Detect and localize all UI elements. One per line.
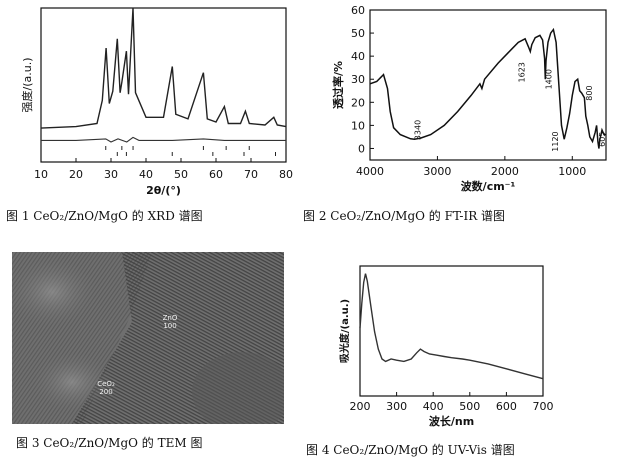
uvvis-plot-frame — [359, 265, 544, 397]
ftir-peak-annotation: 1120 — [551, 131, 560, 151]
ftir-y-tick-label: 20 — [351, 96, 365, 109]
uvvis-chart: 200 300 400 500 600 700 波长/nm 吸光度/(a.u.) — [318, 258, 618, 438]
ftir-peak-annotation: 1400 — [544, 69, 553, 89]
ftir-peak-annotation: 1623 — [517, 62, 526, 82]
ftir-x-axis-label: 波数/cm⁻¹ — [461, 179, 516, 193]
uvvis-x-tick-label: 400 — [423, 400, 444, 413]
tem-label-zno-plane: 100 — [163, 322, 177, 330]
ftir-x-tick-label: 4000 — [356, 165, 384, 178]
xrd-x-tick-label: 40 — [139, 168, 153, 181]
xrd-x-tick-label: 10 — [34, 168, 48, 181]
xrd-chart: 10 20 30 40 50 60 70 80 2θ/(°) 强度/(a.u.) — [6, 0, 298, 200]
uvvis-plot: 200 300 400 500 600 700 波长/nm 吸光度/(a.u.) — [338, 265, 554, 428]
uvvis-x-tick-label: 700 — [533, 400, 554, 413]
uvvis-x-tick-label: 300 — [386, 400, 407, 413]
xrd-x-tick-label: 70 — [244, 168, 258, 181]
tem-image: ZnO 100 CeO₂ 200 — [12, 252, 284, 424]
tem-label-ceo2: CeO₂ 200 — [91, 380, 121, 396]
uvvis-x-tick-label: 500 — [459, 400, 480, 413]
figure-2-caption: 图 2 CeO₂/ZnO/MgO 的 FT-IR 谱图 — [303, 209, 506, 223]
uvvis-absorbance-series — [359, 273, 544, 380]
ftir-y-tick-label: 30 — [351, 73, 365, 86]
ftir-y-tick-label: 0 — [358, 142, 365, 155]
uvvis-x-tick-label: 600 — [496, 400, 517, 413]
xrd-x-tick-label: 20 — [69, 168, 83, 181]
xrd-plot-frame — [40, 7, 287, 163]
ftir-x-tick-label: 3000 — [423, 165, 451, 178]
tem-label-ceo2-name: CeO₂ — [97, 380, 115, 388]
figure-3-caption: 图 3 CeO₂/ZnO/MgO 的 TEM 图 — [16, 436, 203, 450]
xrd-measured-series — [40, 7, 287, 129]
ftir-x-tick-label: 2000 — [491, 165, 519, 178]
xrd-x-axis-label: 2θ/(°) — [146, 184, 181, 197]
ftir-peak-annotation: 605 — [598, 132, 607, 147]
ftir-chart: 0 10 20 30 40 50 60 4000 3000 2000 1000 波数/cm⁻¹ 透过率/… — [318, 0, 618, 200]
xrd-x-tick-label: 50 — [174, 168, 188, 181]
xrd-x-tick-label: 80 — [279, 168, 293, 181]
uvvis-y-axis-label: 吸光度/(a.u.) — [338, 299, 351, 363]
ftir-x-tick-label: 1000 — [558, 165, 586, 178]
tem-label-zno: ZnO 100 — [155, 314, 185, 330]
ftir-y-tick-label: 40 — [351, 50, 365, 63]
xrd-difference-series — [41, 136, 286, 143]
xrd-y-axis-label: 强度/(a.u.) — [20, 58, 34, 113]
uvvis-x-axis-label: 波长/nm — [429, 414, 474, 428]
xrd-plot: 10 20 30 40 50 60 70 80 2θ/(°) 强度/(a.u.) — [20, 7, 293, 197]
xrd-x-tick-label: 60 — [209, 168, 223, 181]
ftir-y-tick-label: 10 — [351, 119, 365, 132]
tem-label-zno-name: ZnO — [162, 314, 178, 322]
ftir-plot-frame — [369, 9, 607, 161]
ftir-peak-annotation: 800 — [585, 85, 594, 100]
figure-4-caption: 图 4 CeO₂/ZnO/MgO 的 UV-Vis 谱图 — [306, 443, 515, 457]
xrd-x-tick-label: 30 — [104, 168, 118, 181]
tem-label-ceo2-plane: 200 — [99, 388, 113, 396]
ftir-plot: 0 10 20 30 40 50 60 4000 3000 2000 1000 波数/cm⁻¹ 透过率/… — [331, 4, 607, 193]
tem-micrograph — [12, 252, 284, 424]
ftir-spectrum-series — [369, 27, 606, 149]
figure-1-caption: 图 1 CeO₂/ZnO/MgO 的 XRD 谱图 — [6, 209, 203, 223]
ftir-y-axis-label: 透过率/% — [331, 61, 345, 109]
ftir-y-tick-label: 60 — [351, 4, 365, 17]
ftir-y-tick-label: 50 — [351, 27, 365, 40]
ftir-peak-annotation: 3340 — [414, 120, 423, 140]
uvvis-x-tick-label: 200 — [350, 400, 371, 413]
